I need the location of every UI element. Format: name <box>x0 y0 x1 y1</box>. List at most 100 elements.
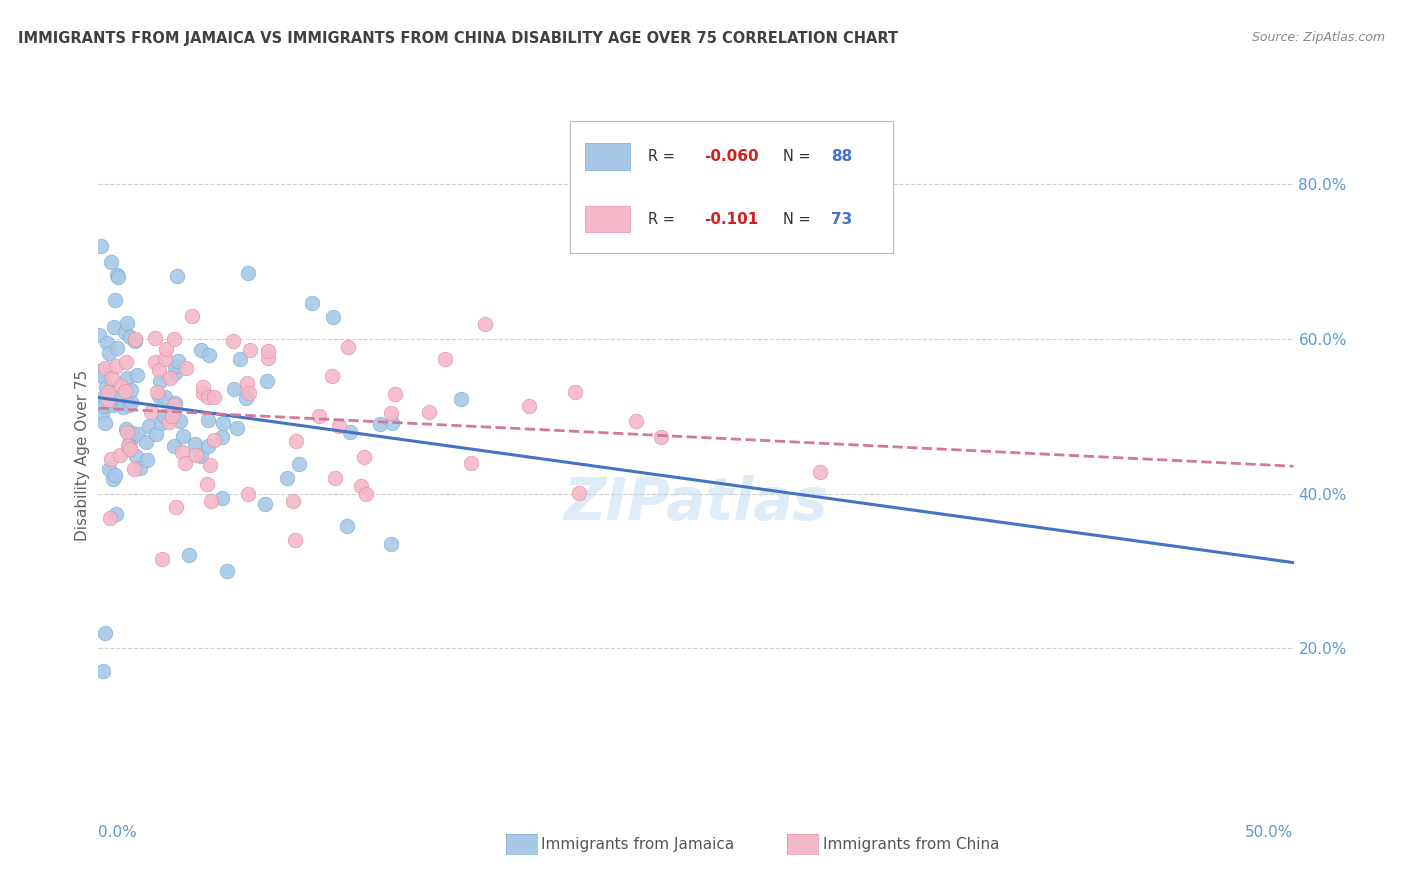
Point <box>301 295 323 310</box>
Text: ZIPatlas: ZIPatlas <box>564 475 828 533</box>
Point <box>103 319 125 334</box>
Point <box>120 395 142 409</box>
Point <box>808 465 831 479</box>
Point <box>110 379 132 393</box>
Point <box>624 414 647 428</box>
Point <box>418 405 440 419</box>
Text: IMMIGRANTS FROM JAMAICA VS IMMIGRANTS FROM CHINA DISABILITY AGE OVER 75 CORRELAT: IMMIGRANTS FROM JAMAICA VS IMMIGRANTS FR… <box>18 31 898 46</box>
Point <box>166 268 188 283</box>
Point <box>211 491 233 505</box>
Point <box>153 351 176 366</box>
Point <box>163 332 186 346</box>
Text: 50.0%: 50.0% <box>1246 825 1294 840</box>
Point <box>180 309 202 323</box>
Point <box>323 471 346 485</box>
Point <box>285 434 308 448</box>
Point <box>200 458 222 472</box>
Text: R =: R = <box>648 211 685 227</box>
Point <box>121 425 143 440</box>
Point <box>98 346 121 360</box>
Point <box>115 355 138 369</box>
Point <box>87 328 110 343</box>
Point <box>159 370 181 384</box>
Text: Source: ZipAtlas.com: Source: ZipAtlas.com <box>1251 31 1385 45</box>
FancyBboxPatch shape <box>571 121 893 253</box>
Point <box>153 390 176 404</box>
Text: -0.060: -0.060 <box>704 149 759 164</box>
Text: N =: N = <box>783 149 815 164</box>
Point <box>148 363 170 377</box>
Point <box>370 417 392 431</box>
Point <box>256 374 278 388</box>
Point <box>356 486 378 500</box>
Point <box>124 332 146 346</box>
Point <box>179 549 201 563</box>
Point <box>160 409 183 423</box>
Point <box>104 293 127 308</box>
Point <box>124 449 146 463</box>
Point <box>197 390 219 404</box>
Point <box>117 317 139 331</box>
Point <box>253 497 276 511</box>
Point <box>380 416 402 430</box>
Point <box>118 442 141 456</box>
Point <box>104 359 127 373</box>
Point <box>104 507 127 521</box>
Point <box>222 334 245 349</box>
Point <box>380 406 402 420</box>
Point <box>94 625 117 640</box>
Text: R =: R = <box>648 149 679 164</box>
Point <box>127 426 149 441</box>
Point <box>135 435 157 450</box>
Point <box>276 471 298 485</box>
Point <box>145 384 167 399</box>
Point <box>136 453 159 467</box>
Y-axis label: Disability Age Over 75: Disability Age Over 75 <box>75 369 90 541</box>
Point <box>122 462 145 476</box>
Point <box>117 439 139 453</box>
Point <box>239 343 262 358</box>
Point <box>153 409 176 423</box>
FancyBboxPatch shape <box>585 206 630 232</box>
Point <box>193 386 215 401</box>
Point <box>120 383 142 397</box>
Point <box>339 425 361 439</box>
Point <box>143 331 166 345</box>
Point <box>350 479 373 493</box>
Point <box>460 456 482 470</box>
Point <box>165 500 187 514</box>
Point <box>118 330 141 344</box>
Point <box>197 413 219 427</box>
Point <box>125 368 148 383</box>
Point <box>98 510 121 524</box>
Text: Immigrants from China: Immigrants from China <box>823 838 1000 852</box>
Point <box>145 426 167 441</box>
Point <box>93 399 115 413</box>
Point <box>190 449 212 463</box>
Text: -0.101: -0.101 <box>704 211 759 227</box>
Point <box>155 342 177 356</box>
Point <box>257 344 280 359</box>
Point <box>166 354 188 368</box>
Point <box>105 341 128 355</box>
Text: 0.0%: 0.0% <box>98 825 138 840</box>
Point <box>474 317 496 331</box>
Point <box>115 370 138 384</box>
Point <box>115 422 138 436</box>
Point <box>118 399 141 413</box>
Point <box>149 416 172 430</box>
Point <box>236 376 259 391</box>
Point <box>163 359 186 373</box>
Point <box>321 369 343 384</box>
Point <box>150 551 173 566</box>
Point <box>97 461 120 475</box>
Point <box>93 390 115 404</box>
Point <box>384 386 406 401</box>
Point <box>96 335 118 350</box>
Point <box>172 428 194 442</box>
Point <box>184 437 207 451</box>
Point <box>91 369 114 384</box>
Point <box>100 392 122 407</box>
Point <box>128 461 150 475</box>
Point <box>97 392 120 407</box>
